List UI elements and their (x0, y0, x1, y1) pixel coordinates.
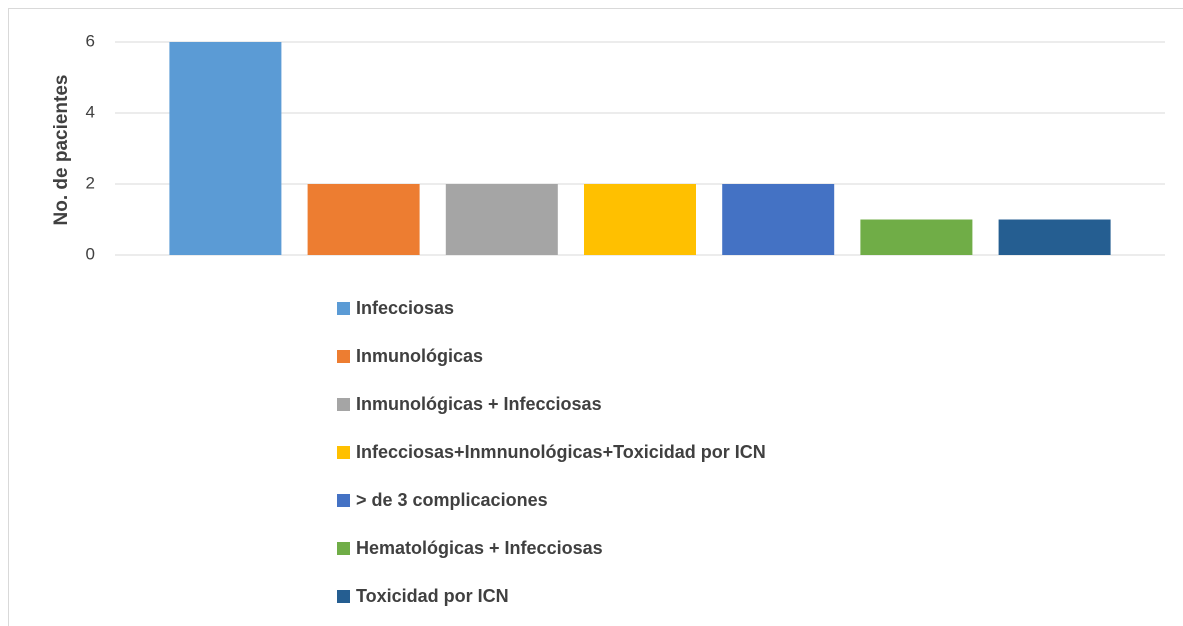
bar (722, 184, 835, 255)
legend-label: Infecciosas+Inmnunológicas+Toxicidad por… (356, 442, 766, 462)
y-axis-label: No. de pacientes (51, 75, 72, 226)
legend-swatch (337, 590, 350, 603)
legend-swatch (337, 446, 350, 459)
legend-label: Infecciosas (356, 298, 454, 318)
legend-swatch (337, 494, 350, 507)
legend-swatch (337, 302, 350, 315)
y-tick-label: 0 (86, 244, 95, 263)
bar (169, 42, 282, 255)
y-tick-label: 2 (86, 173, 95, 192)
legend-label: > de 3 complicaciones (356, 490, 548, 510)
legend-label: Hematológicas + Infecciosas (356, 538, 603, 558)
bar (445, 184, 558, 255)
y-tick-label: 4 (86, 102, 95, 121)
chart-border (8, 8, 1183, 626)
y-tick-label: 6 (86, 31, 95, 50)
bar (584, 184, 696, 255)
bar (307, 184, 420, 255)
bar (998, 219, 1111, 255)
legend-swatch (337, 350, 350, 363)
bar (860, 219, 973, 255)
legend-label: Inmunológicas + Infecciosas (356, 394, 602, 414)
legend-swatch (337, 542, 350, 555)
legend-label: Toxicidad por ICN (356, 586, 509, 606)
legend-swatch (337, 398, 350, 411)
legend-label: Inmunológicas (356, 346, 483, 366)
